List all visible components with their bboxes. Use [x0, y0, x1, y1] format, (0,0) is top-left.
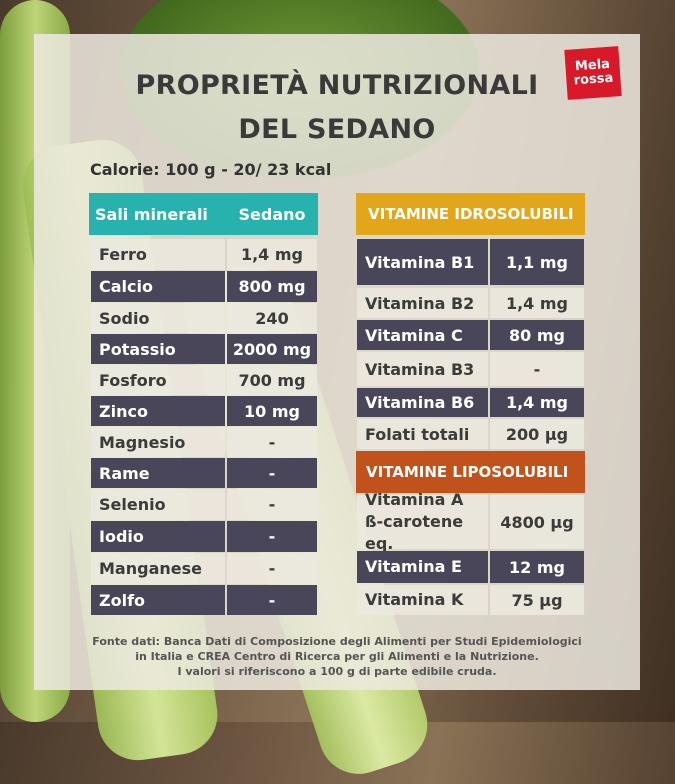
- vitamin-value: 12 mg: [490, 551, 584, 583]
- mineral-value: 10 mg: [227, 396, 317, 426]
- mineral-value: -: [227, 553, 317, 584]
- mineral-name: Fosforo: [91, 365, 225, 395]
- mineral-name: Manganese: [91, 553, 225, 584]
- minerals-header-value: Sedano: [226, 193, 318, 235]
- mineral-name: Iodio: [91, 521, 225, 552]
- vitamin-name: Folati totali: [357, 419, 488, 449]
- vitamin-name-line1: Vitamina K: [365, 590, 464, 609]
- mineral-name: Potassio: [91, 334, 225, 364]
- footnote-line3: I valori si riferiscono a 100 g di parte…: [177, 665, 497, 678]
- mineral-value: -: [227, 489, 317, 520]
- vitamin-name: Vitamina B2: [357, 288, 488, 318]
- vitamin-value: 4800 µg: [490, 495, 584, 549]
- mineral-name: Magnesio: [91, 427, 225, 457]
- mineral-name: Selenio: [91, 489, 225, 520]
- vitamin-name: Vitamina K: [357, 585, 488, 615]
- mineral-value: -: [227, 427, 317, 457]
- water-soluble-header: VITAMINE IDROSOLUBILI: [356, 193, 585, 235]
- vitamin-value: 1,4 mg: [490, 388, 584, 417]
- mineral-value: -: [227, 521, 317, 552]
- mineral-name: Zinco: [91, 396, 225, 426]
- mineral-name: Rame: [91, 458, 225, 488]
- vitamin-name-line1: Vitamina A: [365, 490, 464, 509]
- fat-soluble-header: VITAMINE LIPOSOLUBILI: [356, 451, 585, 493]
- vitamin-name-line2: ß-carotene eq.: [365, 512, 464, 553]
- vitamin-name: Vitamina A ß-carotene eq.: [357, 490, 488, 553]
- vitamin-value: 1,1 mg: [490, 239, 584, 285]
- footnote-line1: Fonte dati: Banca Dati di Composizione d…: [92, 635, 582, 648]
- vitamin-name: Vitamina B1: [357, 239, 488, 285]
- vitamin-name: Vitamina B3: [357, 352, 488, 386]
- title-line1: PROPRIETÀ NUTRIZIONALI: [135, 70, 539, 101]
- mineral-name: Calcio: [91, 271, 225, 302]
- mineral-name: Sodio: [91, 303, 225, 333]
- vitamin-name: Vitamina E: [357, 551, 488, 583]
- mineral-value: 240: [227, 303, 317, 333]
- mineral-name: Zolfo: [91, 585, 225, 615]
- mineral-value: -: [227, 458, 317, 488]
- mineral-value: 1,4 mg: [227, 239, 317, 270]
- vitamin-value: -: [490, 352, 584, 386]
- vitamin-value: 1,4 mg: [490, 288, 584, 318]
- mineral-value: 2000 mg: [227, 334, 317, 364]
- minerals-header-label: Sali minerali: [89, 193, 226, 235]
- vitamin-name-line1: Vitamina E: [365, 557, 462, 576]
- mineral-value: -: [227, 585, 317, 615]
- footnote-line2: in Italia e CREA Centro di Ricerca per g…: [135, 650, 539, 663]
- page-title: PROPRIETÀ NUTRIZIONALI DEL SEDANO: [34, 64, 640, 152]
- mineral-value: 700 mg: [227, 365, 317, 395]
- source-footnote: Fonte dati: Banca Dati di Composizione d…: [34, 634, 640, 679]
- vitamin-value: 75 µg: [490, 585, 584, 615]
- vitamin-name: Vitamina C: [357, 320, 488, 350]
- vitamin-name: Vitamina B6: [357, 388, 488, 417]
- title-line2: DEL SEDANO: [238, 114, 436, 145]
- mineral-name: Ferro: [91, 239, 225, 270]
- vitamin-value: 200 µg: [490, 419, 584, 449]
- calories-text: Calorie: 100 g - 20/ 23 kcal: [90, 160, 332, 179]
- mineral-value: 800 mg: [227, 271, 317, 302]
- vitamin-value: 80 mg: [490, 320, 584, 350]
